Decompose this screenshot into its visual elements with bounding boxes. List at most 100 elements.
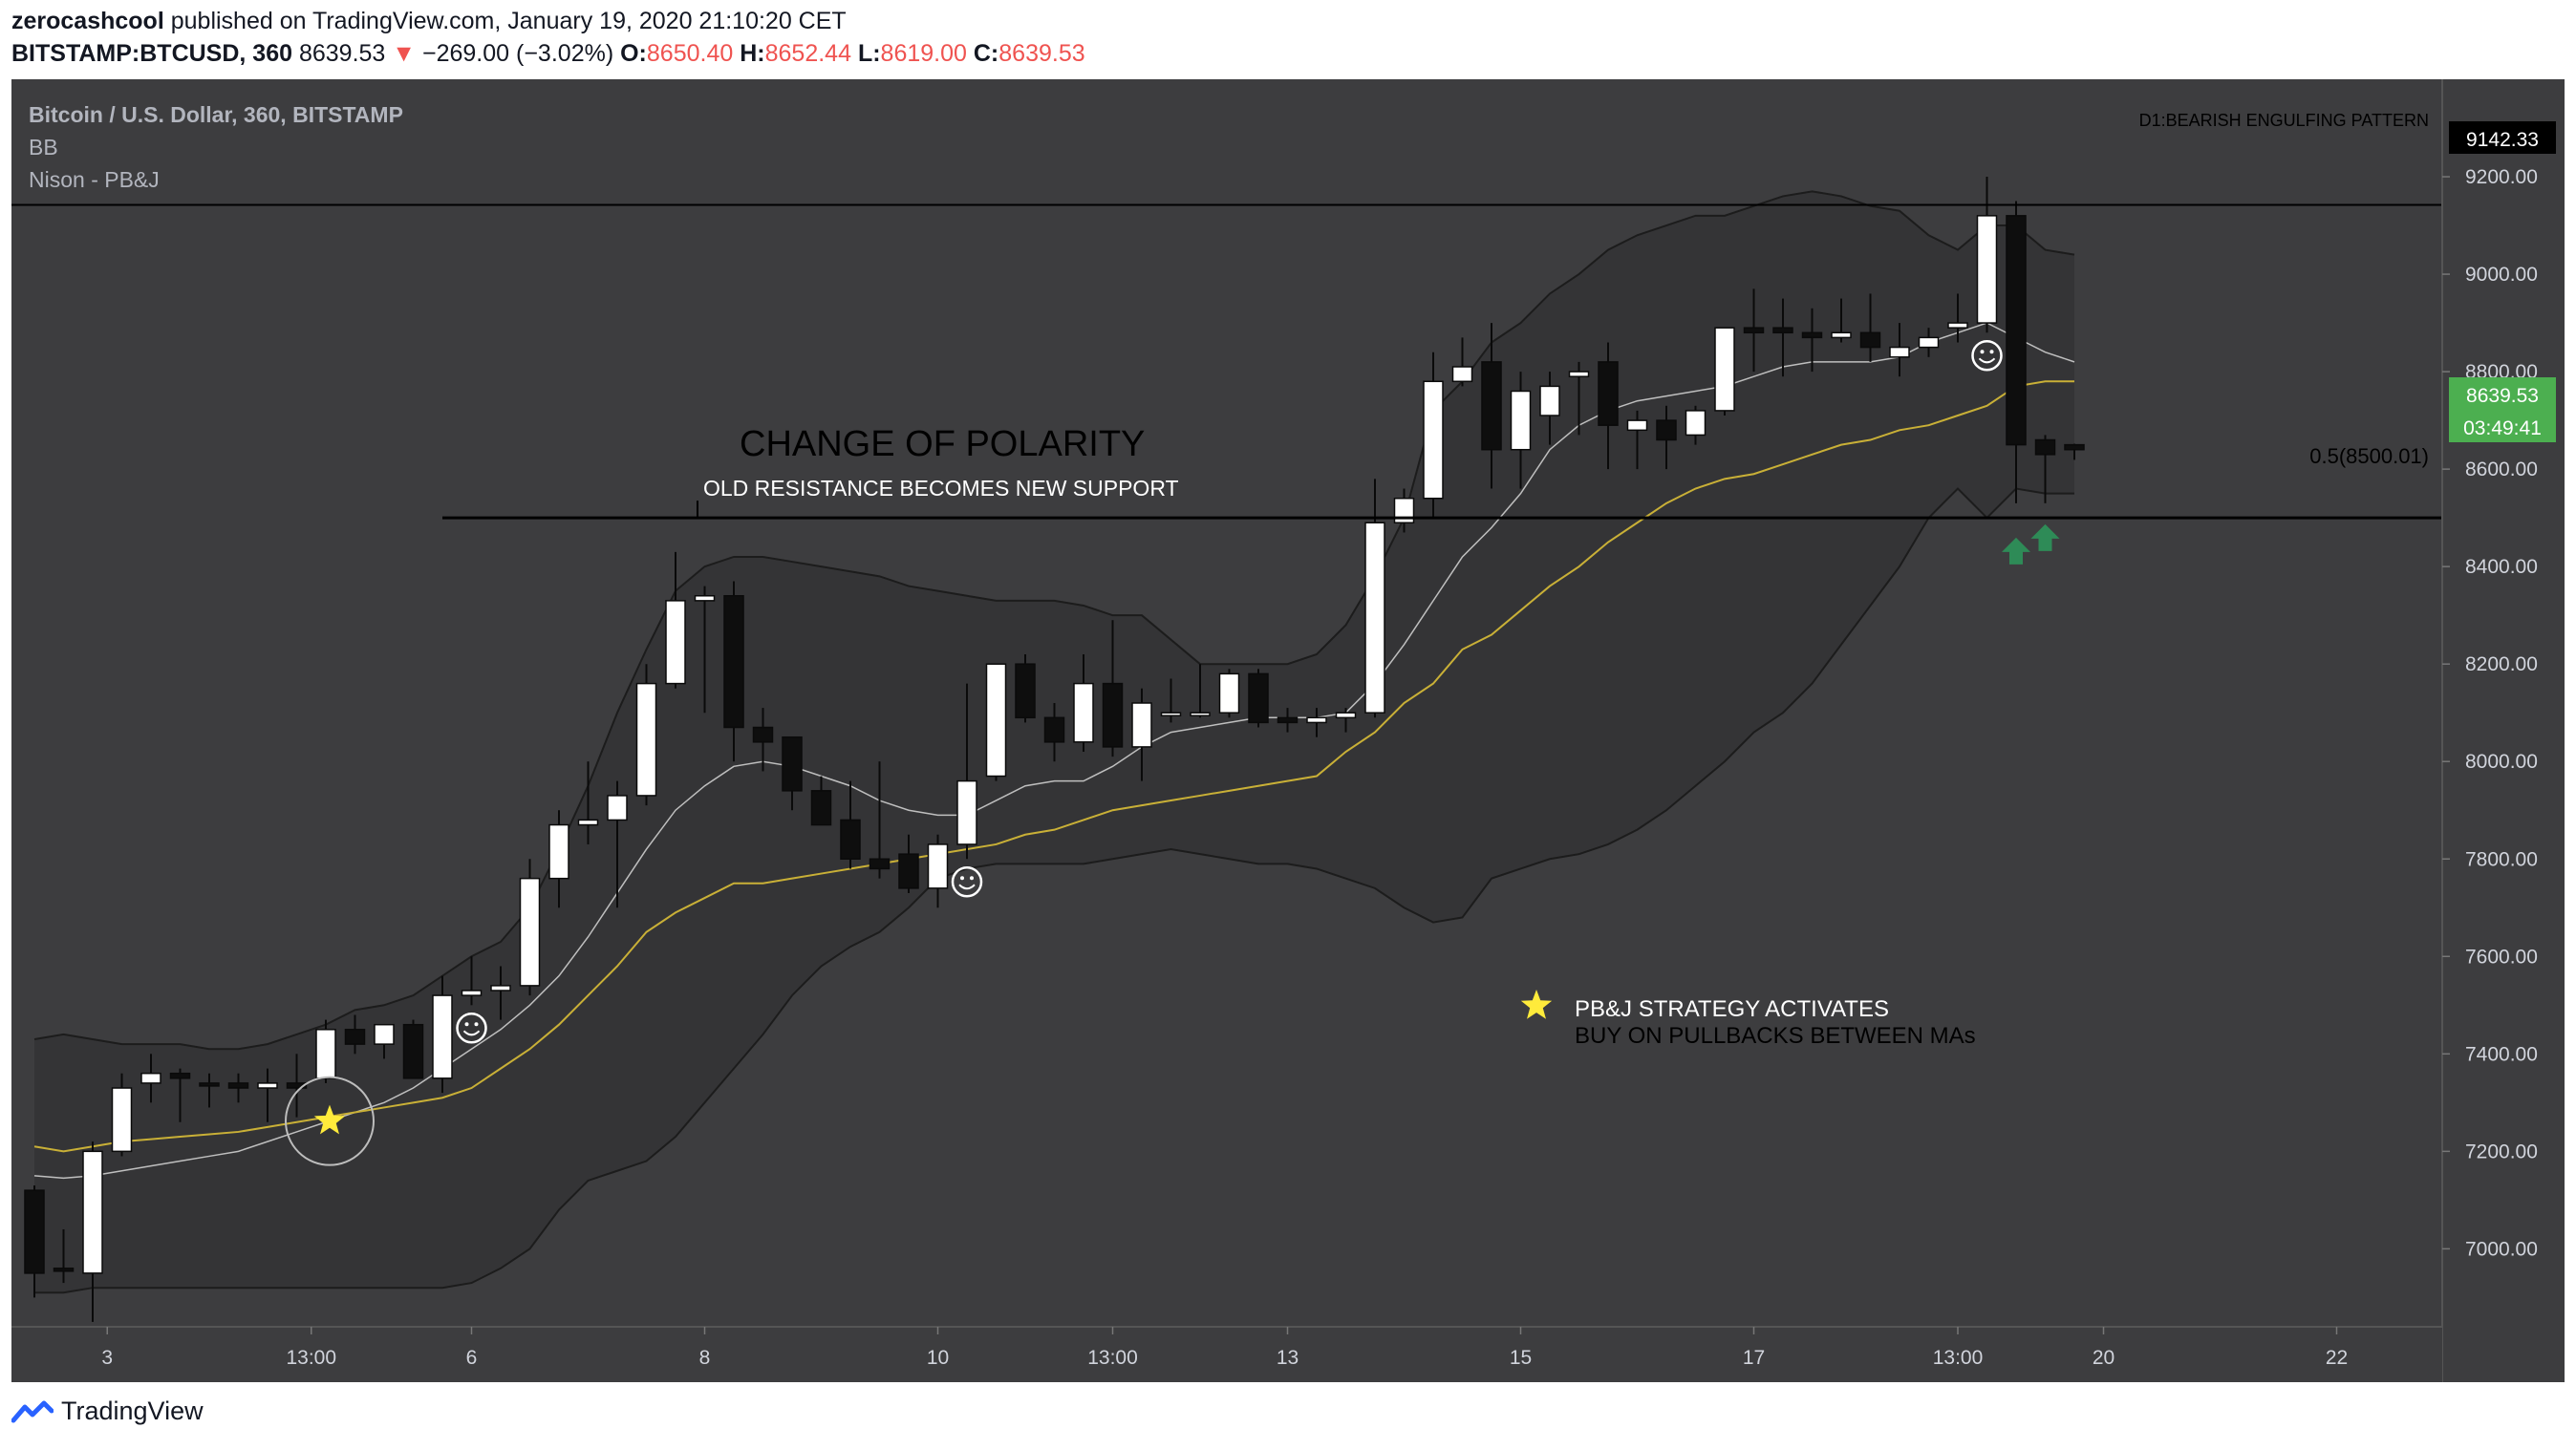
candle-bearish [53,1268,75,1272]
price-tick-label: 8400.00 [2465,556,2538,578]
price-tick-label: 9000.00 [2465,264,2538,286]
tradingview-logo-icon [11,1400,54,1422]
price-chart[interactable]: Bitcoin / U.S. Dollar, 360, BITSTAMP BB … [11,79,2565,1382]
tradingview-brand[interactable]: TradingView [11,1397,204,1426]
candle-bullish [140,1072,161,1084]
price-tick-label: 8600.00 [2465,458,2538,480]
ma-line [33,380,2074,1153]
low-value: 8619.00 [880,40,967,67]
published-text: published on TradingView.com, January 19… [170,8,847,34]
smiley-icon [456,1013,487,1044]
smiley-mouth [462,1030,481,1036]
close-value: 8639.53 [998,40,1085,67]
candle-bullish [985,663,1007,778]
candle-bullish [1889,346,1910,358]
smiley-icon [951,866,983,898]
candle-bearish [2034,438,2056,456]
low-label: L: [857,40,881,67]
candle-bearish [344,1029,366,1045]
candle-bullish [1423,380,1444,500]
author-name[interactable]: zerocashcool [11,8,164,34]
candle-bullish [1160,712,1182,716]
brand-text: TradingView [61,1397,204,1425]
high-label: H: [740,40,765,67]
candle-bearish [1015,663,1036,719]
candle-bullish [1626,419,1648,432]
candlesticks [24,177,2085,1322]
last-price: 8639.53 [298,40,386,67]
candle-bullish [1976,215,1998,324]
time-axis[interactable]: 3 13:00 6 8 10 13:00 13 15 17 13:00 20 22 [11,1326,2442,1382]
candle-bearish [1772,327,1793,334]
legend-pbj[interactable]: Nison - PB&J [29,167,160,192]
price-tick-label: 7600.00 [2465,946,2538,968]
candle-bullish [461,990,483,996]
smiley-eye [1980,350,1985,354]
high-value: 8652.44 [764,40,851,67]
candle-bearish [2064,443,2085,451]
candle-bearish [898,853,919,889]
open-label: O: [620,40,647,67]
smiley-face [1971,340,2003,372]
candle-bullish [519,877,541,987]
candle-bullish [1510,390,1532,451]
bearish-engulfing-text: D1:BEARISH ENGULFING PATTERN [2139,111,2429,130]
ohlc-header: BITSTAMP:BTCUSD, 360 8639.53 ▼ −269.00 (… [11,40,1085,68]
price-tick-label: 8000.00 [2465,751,2538,773]
candle-bearish [1248,672,1269,724]
candle-bullish [1714,327,1735,412]
candle-bullish [1131,702,1152,748]
price-axis-bg [2442,79,2565,1382]
smiley-eye [474,1022,479,1027]
candle-bullish [315,1029,336,1079]
bb-lower-line [34,487,2074,1294]
old-resistance-text: OLD RESISTANCE BECOMES NEW SUPPORT [703,476,1179,501]
bb-upper-line [33,190,2075,1051]
legend-title: Bitcoin / U.S. Dollar, 360, BITSTAMP [29,102,403,127]
smiley-icon [1971,340,2003,372]
candle-bearish [752,726,774,743]
time-tick-label: 15 [1510,1347,1532,1369]
chart-markers [285,340,2060,1166]
candle-bearish [227,1082,249,1089]
candle-bullish [694,595,716,602]
smiley-eye [464,1022,469,1027]
time-tick-label: 3 [101,1347,113,1369]
time-tick-label: 13:00 [1933,1347,1984,1369]
down-arrow-icon: ▼ [392,40,417,67]
star-icon [1520,990,1553,1019]
price-tick-label: 7200.00 [2465,1141,2538,1162]
candle-bullish [1568,371,1590,377]
time-tick-label: 13:00 [1087,1347,1138,1369]
candle-bearish [2006,215,2027,446]
countdown-tag [2449,410,2556,442]
candle-bullish [1451,366,1473,383]
candle-bullish [374,1023,395,1045]
close-label: C: [973,40,999,67]
candle-bullish [927,843,949,889]
countdown-text: 03:49:41 [2463,417,2542,439]
star-highlight-circle [285,1076,375,1166]
price-tick-label: 8200.00 [2465,653,2538,675]
smiley-eye [1989,350,1994,354]
candle-bearish [1743,327,1765,334]
candle-bullish [1947,322,1968,329]
price-change: −269.00 (−3.02%) [422,40,614,67]
price-axis[interactable]: 7000.00 7200.00 7400.00 7600.00 7800.00 8000.… [2441,79,2565,1382]
smiley-eye [970,876,974,881]
time-tick-label: 6 [466,1347,478,1369]
candle-bullish [665,600,686,685]
smiley-face [456,1013,487,1044]
candle-bullish [1306,716,1327,724]
time-tick-label: 8 [699,1347,711,1369]
current-price-text: 8639.53 [2466,385,2539,407]
open-value: 8650.40 [646,40,734,67]
candle-bearish [1102,682,1124,748]
price-tick-label: 7400.00 [2465,1043,2538,1065]
candle-bullish [1364,522,1385,714]
candle-bullish [956,779,977,845]
legend-bb[interactable]: BB [29,135,58,160]
current-price-tag [2449,377,2556,410]
time-tick-label: 13:00 [286,1347,336,1369]
candle-bullish [1539,385,1560,416]
